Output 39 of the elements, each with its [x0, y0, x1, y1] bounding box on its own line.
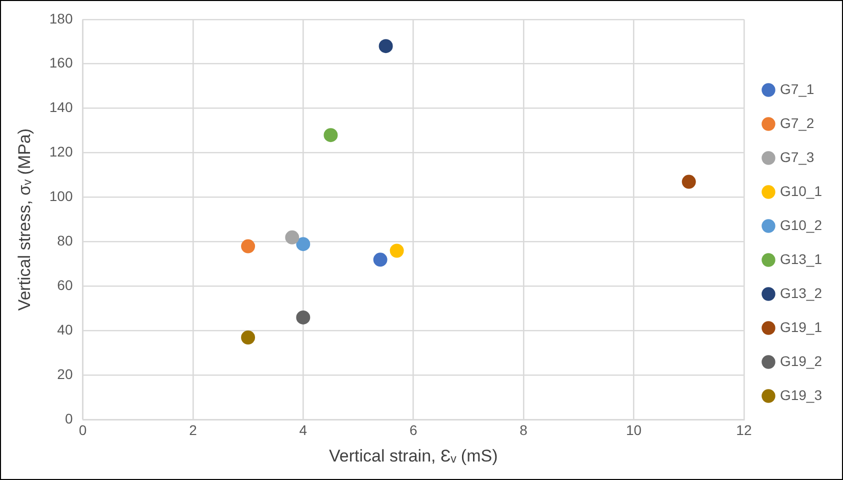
point — [390, 244, 404, 258]
legend-label: G19_2 — [780, 352, 822, 369]
legend-label: G10_1 — [780, 182, 822, 199]
legend-label: G10_2 — [780, 216, 822, 233]
y-tick-label: 180 — [49, 10, 73, 26]
x-tick-label: 0 — [78, 422, 87, 438]
y-tick-label: 100 — [49, 188, 73, 204]
point — [296, 310, 310, 324]
x-axis-title: Vertical strain, Ɛᵥ (mS) — [328, 446, 498, 466]
x-tick-label: 12 — [736, 422, 752, 438]
y-tick-label: 120 — [49, 144, 73, 160]
legend-label: G13_2 — [780, 284, 822, 301]
y-tick-label: 40 — [57, 322, 73, 338]
y-tick-label: 60 — [57, 277, 73, 294]
legend-label: G7_1 — [780, 80, 814, 97]
y-tick-label: 80 — [57, 232, 73, 249]
point — [373, 252, 388, 267]
x-tick-label: 10 — [626, 422, 642, 438]
y-tick-label: 20 — [57, 366, 73, 382]
legend-label: G19_3 — [780, 386, 822, 403]
point — [241, 330, 256, 344]
legend-label: G7_3 — [780, 148, 814, 165]
legend-label: G13_1 — [780, 250, 822, 267]
point — [378, 39, 393, 54]
x-tick-label: 8 — [520, 422, 528, 438]
y-axis-title: Vertical stress, σᵥ (MPa) — [14, 128, 34, 311]
point — [241, 239, 256, 254]
point — [285, 230, 300, 244]
y-tick-label: 140 — [49, 99, 73, 116]
legend-label: G7_2 — [780, 114, 814, 131]
legend-label: G19_1 — [780, 318, 822, 335]
point — [324, 128, 338, 142]
y-tick-label: 160 — [49, 54, 73, 71]
y-tick-label: 0 — [64, 410, 73, 427]
x-tick-label: 2 — [189, 422, 198, 438]
x-tick-label: 4 — [299, 422, 308, 438]
x-tick-label: 6 — [409, 422, 418, 438]
point — [296, 237, 310, 252]
point — [682, 174, 696, 189]
